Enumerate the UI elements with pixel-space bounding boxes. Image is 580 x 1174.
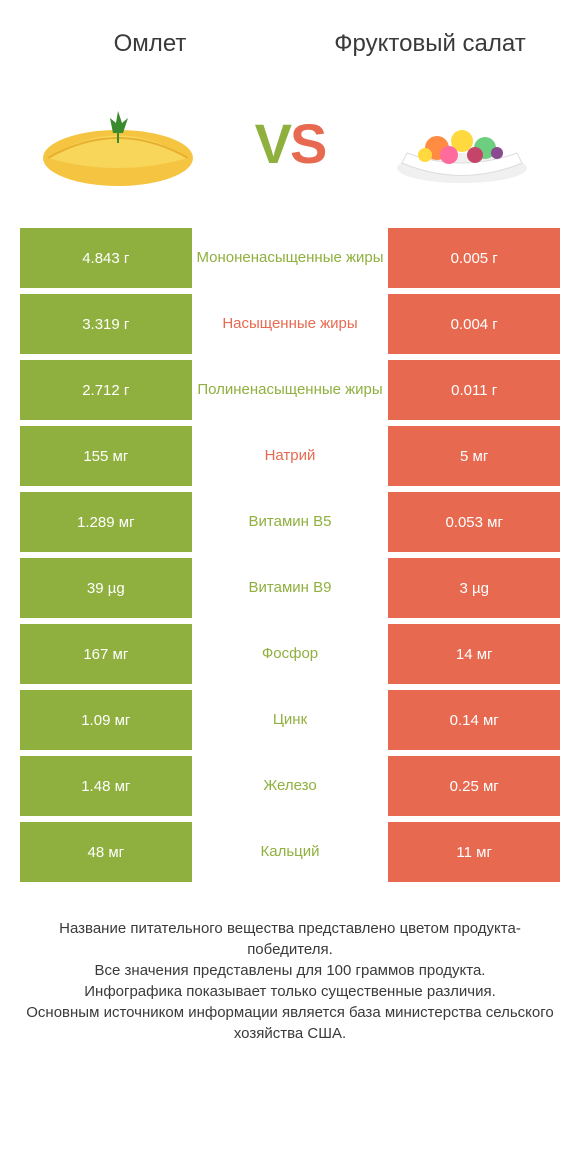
table-row: 39 µgВитамин B93 µg [20,558,560,618]
left-value-cell: 2.712 г [20,360,192,420]
nutrient-label-cell: Насыщенные жиры [192,294,389,354]
left-value-cell: 48 мг [20,822,192,882]
table-row: 1.48 мгЖелезо0.25 мг [20,756,560,816]
table-row: 4.843 гМононенасыщенные жиры0.005 г [20,228,560,288]
right-value-cell: 5 мг [388,426,560,486]
table-row: 48 мгКальций11 мг [20,822,560,882]
table-row: 2.712 гПолиненасыщенные жиры0.011 г [20,360,560,420]
fruit-salad-icon [387,93,537,193]
nutrient-label-cell: Натрий [192,426,389,486]
vs-label: VS [255,111,326,176]
nutrient-label-cell: Мононенасыщенные жиры [192,228,389,288]
header: Омлет Фруктовый салат [0,0,580,68]
right-value-cell: 0.005 г [388,228,560,288]
footer-line-4: Основным источником информации является … [20,1002,560,1044]
comparison-table: 4.843 гМононенасыщенные жиры0.005 г3.319… [0,228,580,888]
table-row: 1.09 мгЦинк0.14 мг [20,690,560,750]
nutrient-label-cell: Полиненасыщенные жиры [192,360,389,420]
nutrient-label-cell: Цинк [192,690,389,750]
right-value-cell: 11 мг [388,822,560,882]
footer-line-2: Все значения представлены для 100 граммо… [20,960,560,981]
right-value-cell: 0.011 г [388,360,560,420]
right-value-cell: 3 µg [388,558,560,618]
nutrient-label-cell: Кальций [192,822,389,882]
nutrient-label-cell: Фосфор [192,624,389,684]
table-row: 167 мгФосфор14 мг [20,624,560,684]
footer-notes: Название питательного вещества представл… [0,888,580,1064]
omelette-image [38,88,198,198]
table-row: 3.319 гНасыщенные жиры0.004 г [20,294,560,354]
omelette-icon [38,93,198,193]
right-value-cell: 0.053 мг [388,492,560,552]
right-food-title: Фруктовый салат [290,30,570,58]
nutrient-label-cell: Витамин B5 [192,492,389,552]
right-value-cell: 14 мг [388,624,560,684]
left-food-title: Омлет [10,30,290,58]
left-value-cell: 167 мг [20,624,192,684]
left-value-cell: 1.48 мг [20,756,192,816]
left-value-cell: 155 мг [20,426,192,486]
footer-line-1: Название питательного вещества представл… [20,918,560,960]
vs-s: S [290,112,325,175]
right-value-cell: 0.25 мг [388,756,560,816]
left-value-cell: 39 µg [20,558,192,618]
left-value-cell: 1.09 мг [20,690,192,750]
images-row: VS [0,68,580,228]
footer-line-3: Инфографика показывает только существенн… [20,981,560,1002]
vs-v: V [255,112,290,175]
nutrient-label-cell: Витамин B9 [192,558,389,618]
table-row: 1.289 мгВитамин B50.053 мг [20,492,560,552]
right-value-cell: 0.004 г [388,294,560,354]
fruit-salad-image [382,88,542,198]
left-value-cell: 1.289 мг [20,492,192,552]
table-row: 155 мгНатрий5 мг [20,426,560,486]
nutrient-label-cell: Железо [192,756,389,816]
left-value-cell: 3.319 г [20,294,192,354]
left-value-cell: 4.843 г [20,228,192,288]
right-value-cell: 0.14 мг [388,690,560,750]
